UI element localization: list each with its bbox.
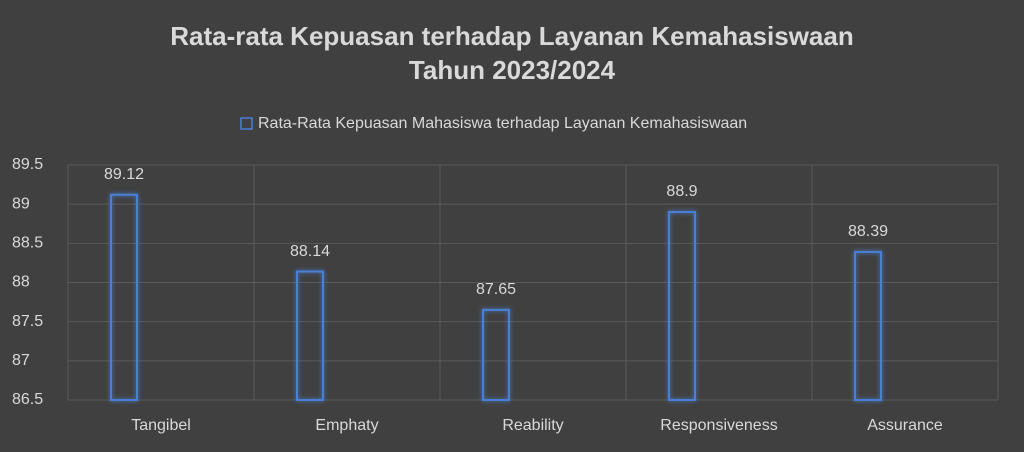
chart-title: Tahun 2023/2024 [409,55,616,85]
bar [482,308,510,401]
x-tick-label: Reability [502,417,563,434]
bar [854,250,882,401]
bar [296,270,324,401]
y-tick-label: 89 [12,195,30,212]
y-tick-label: 88.5 [12,235,43,252]
y-tick-label: 88 [12,274,30,291]
legend-swatch [240,117,253,130]
y-tick-label: 87 [12,352,30,369]
legend-label: Rata-Rata Kepuasan Mahasiswa terhadap La… [258,115,747,132]
x-tick-label: Tangibel [131,417,191,434]
x-tick-label: Emphaty [315,417,378,434]
x-tick-label: Assurance [867,417,943,434]
data-label: 89.12 [104,166,144,183]
data-label: 87.65 [476,281,516,298]
y-tick-label: 89.5 [12,156,43,173]
x-tick-label: Responsiveness [660,417,777,434]
data-label: 88.9 [666,183,697,200]
bar [110,193,138,401]
bar [668,211,696,401]
data-label: 88.39 [848,223,888,240]
y-tick-label: 86.5 [12,391,43,408]
y-tick-label: 87.5 [12,313,43,330]
chart-title: Rata-rata Kepuasan terhadap Layanan Kema… [170,21,853,51]
data-label: 88.14 [290,243,330,260]
